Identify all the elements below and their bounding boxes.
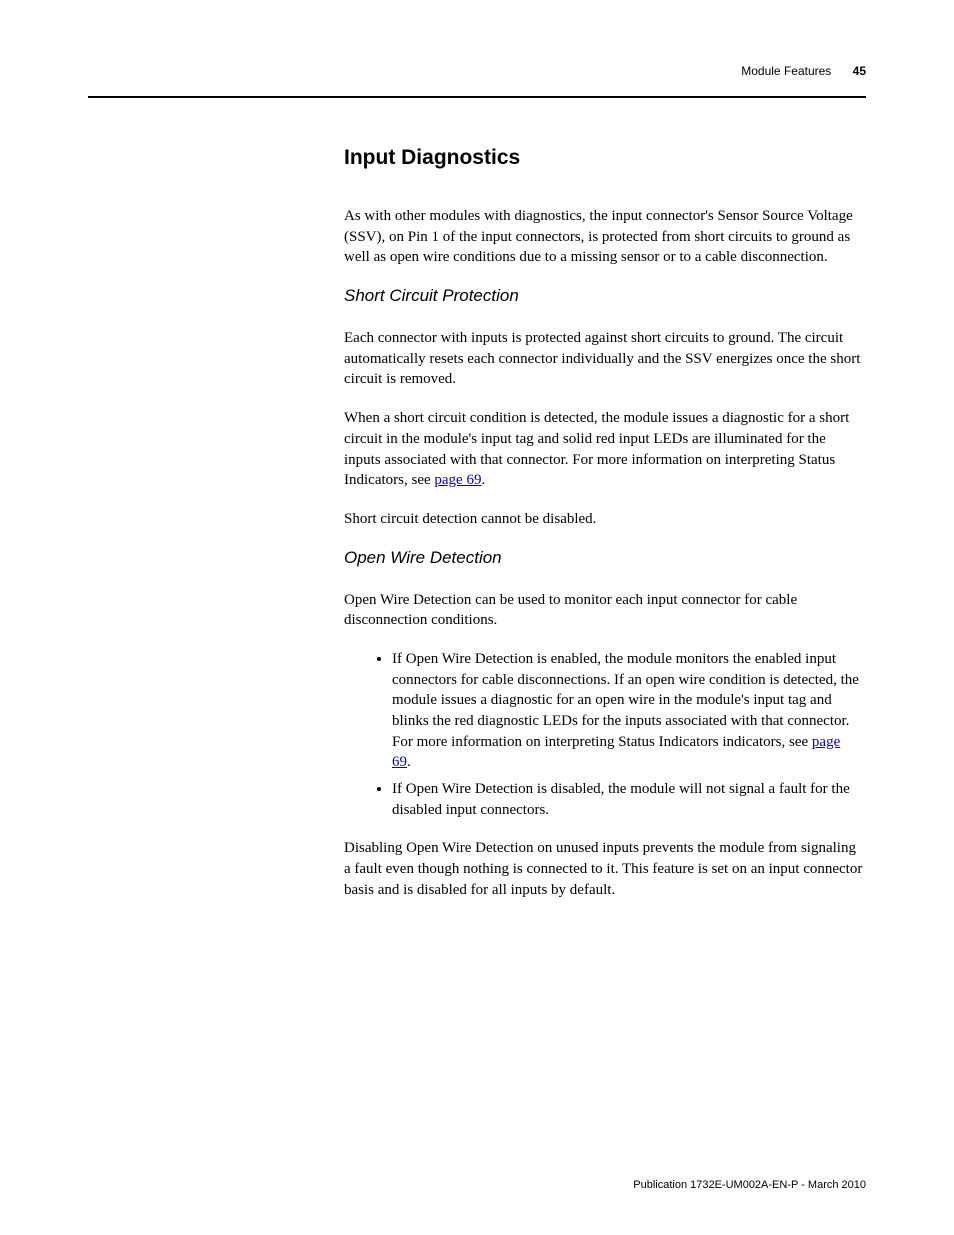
open-wire-heading: Open Wire Detection xyxy=(344,548,866,568)
short-circuit-p3: Short circuit detection cannot be disabl… xyxy=(344,509,866,530)
page-69-link[interactable]: page 69 xyxy=(434,472,481,488)
page-header: Module Features 45 xyxy=(88,64,866,92)
short-circuit-p2: When a short circuit condition is detect… xyxy=(344,408,866,491)
chapter-title: Module Features xyxy=(741,64,831,78)
page: Module Features 45 Input Diagnostics As … xyxy=(0,0,954,1235)
header-text: Module Features 45 xyxy=(741,64,866,78)
page-number: 45 xyxy=(853,64,866,78)
open-wire-p2: Disabling Open Wire Detection on unused … xyxy=(344,838,866,900)
open-wire-p1: Open Wire Detection can be used to monit… xyxy=(344,590,866,631)
short-circuit-p2-post: . xyxy=(481,472,485,488)
section-title: Input Diagnostics xyxy=(344,146,866,170)
short-circuit-heading: Short Circuit Protection xyxy=(344,286,866,306)
content-column: Input Diagnostics As with other modules … xyxy=(344,98,866,901)
footer-text: Publication 1732E-UM002A-EN-P - March 20… xyxy=(633,1179,866,1191)
open-wire-bullets: If Open Wire Detection is enabled, the m… xyxy=(392,649,866,821)
short-circuit-p2-pre: When a short circuit condition is detect… xyxy=(344,410,849,488)
bullet1-pre: If Open Wire Detection is enabled, the m… xyxy=(392,651,859,750)
bullet1-post: . xyxy=(407,754,411,770)
list-item: If Open Wire Detection is enabled, the m… xyxy=(392,649,862,773)
intro-paragraph: As with other modules with diagnostics, … xyxy=(344,206,866,268)
list-item: If Open Wire Detection is disabled, the … xyxy=(392,779,862,820)
short-circuit-p1: Each connector with inputs is protected … xyxy=(344,328,866,390)
